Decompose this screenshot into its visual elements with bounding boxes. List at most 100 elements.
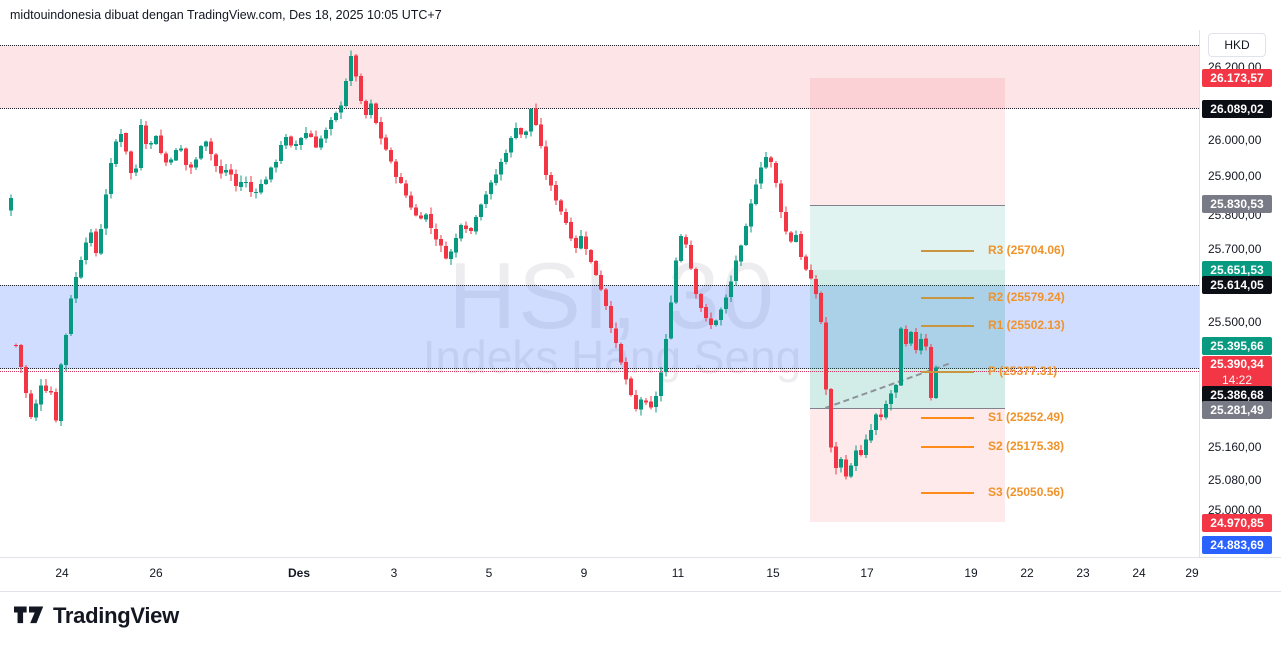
watermark-title: Indeks Hang Seng: [422, 331, 802, 383]
candle-body: [194, 159, 198, 168]
candle-body: [554, 185, 558, 201]
price-tick-label: 25.160,00: [1208, 440, 1262, 454]
candle-body: [289, 136, 293, 146]
price-badge: 26.089,02: [1202, 100, 1272, 118]
candle-body: [309, 133, 313, 137]
price-tick-label: 25.900,00: [1208, 169, 1262, 183]
time-tick-label: 11: [671, 566, 685, 580]
candle-body: [649, 401, 653, 408]
time-axis[interactable]: 24 26 Des 3 5 9 11 15 17 19 22 23 24 29: [0, 557, 1281, 592]
candle-body: [494, 174, 498, 184]
currency-button[interactable]: HKD: [1208, 33, 1266, 57]
pivot-label-r2: R2 (25579.24): [988, 290, 1065, 304]
candle-body: [469, 228, 473, 231]
price-badge: 25.830,53: [1202, 195, 1272, 213]
candle-body: [214, 154, 218, 166]
candle-body: [29, 393, 33, 417]
candle-body: [244, 181, 248, 184]
candle-body: [39, 385, 43, 405]
pivot-line-r3: [921, 250, 974, 252]
candle-body: [9, 198, 13, 211]
candle-body: [389, 149, 393, 162]
candle-body: [769, 157, 773, 162]
candle-body: [334, 112, 338, 121]
candle-body: [754, 184, 758, 205]
candle-body: [424, 214, 428, 220]
candle-body: [329, 119, 333, 129]
candle-body: [419, 215, 423, 219]
gray-line-25830: [810, 205, 1005, 206]
candle-body: [639, 399, 643, 410]
price-axis[interactable]: HKD 26.200,00 26.000,00 25.900,00 25.800,00…: [1199, 30, 1281, 590]
chart-attribution: midtouindonesia dibuat dengan TradingVie…: [10, 8, 442, 22]
pivot-line-s2: [921, 446, 974, 448]
candle-body: [794, 234, 798, 242]
candle-body: [49, 391, 53, 393]
price-tick-label: 26.000,00: [1208, 133, 1262, 147]
candle-body: [304, 132, 308, 138]
candle-body: [264, 179, 268, 185]
candle-body: [534, 108, 538, 125]
candle-body: [784, 212, 788, 232]
pivot-line-r1: [921, 325, 974, 327]
candle-body: [149, 143, 153, 145]
candle-body: [514, 127, 518, 139]
candle-body: [224, 169, 228, 173]
candle-body: [199, 146, 203, 159]
candle-body: [34, 403, 38, 418]
zone-green: [810, 205, 1005, 408]
candle-body: [499, 162, 503, 175]
time-tick-label: 24: [1132, 566, 1146, 580]
candle-body: [109, 163, 113, 194]
price-tick-label: 25.500,00: [1208, 315, 1262, 329]
candle-body: [459, 224, 463, 239]
price-badge: 26.173,57: [1202, 69, 1272, 87]
candle-body: [254, 192, 258, 194]
candle-body: [399, 177, 403, 184]
tradingview-logo[interactable]: TradingView: [14, 598, 179, 634]
candle-body: [544, 146, 548, 175]
candle-body: [634, 395, 638, 409]
candle-body: [274, 161, 278, 168]
price-badge: 25.614,05: [1202, 276, 1272, 294]
price-badge: 25.651,53: [1202, 261, 1272, 279]
candle-body: [164, 153, 168, 163]
candle-body: [179, 148, 183, 151]
candle-body: [409, 195, 413, 208]
candle-body: [314, 136, 318, 148]
candle-body: [429, 213, 433, 229]
price-tick-label: 25.000,00: [1208, 503, 1262, 517]
time-tick-label: 9: [580, 566, 588, 580]
candle-body: [284, 136, 288, 146]
candle-body: [434, 229, 438, 240]
candle-body: [84, 242, 88, 261]
candle-body: [229, 169, 233, 175]
tradingview-logo-text: TradingView: [53, 603, 179, 628]
price-badge: 25.395,66: [1202, 337, 1272, 355]
candle-body: [154, 136, 158, 144]
candle-body: [99, 229, 103, 254]
candle-body: [269, 167, 273, 180]
candle-body: [134, 168, 138, 173]
candle-body: [174, 149, 178, 161]
candle-body: [204, 141, 208, 147]
candle-body: [129, 151, 133, 173]
candle-body: [144, 125, 148, 144]
chart-plot-area[interactable]: HSI, 30 Indeks Hang Seng R3 (25704.06) R2…: [0, 30, 1199, 557]
candle-body: [139, 125, 143, 168]
candle-body: [529, 108, 533, 132]
candle-body: [539, 124, 543, 147]
time-tick-label: 24: [55, 566, 69, 580]
pivot-line-s1: [921, 417, 974, 419]
time-tick-label: Des: [287, 566, 311, 580]
candle-body: [234, 173, 238, 186]
candle-body: [219, 165, 223, 174]
time-tick-label: 5: [485, 566, 493, 580]
bar-countdown: 14:22: [1221, 373, 1253, 387]
candle-body: [764, 156, 768, 168]
pivot-label-r3: R3 (25704.06): [988, 243, 1065, 257]
candle-body: [404, 183, 408, 196]
price-tick-label: 25.080,00: [1208, 473, 1262, 487]
zone-green-inner: [810, 270, 1005, 408]
